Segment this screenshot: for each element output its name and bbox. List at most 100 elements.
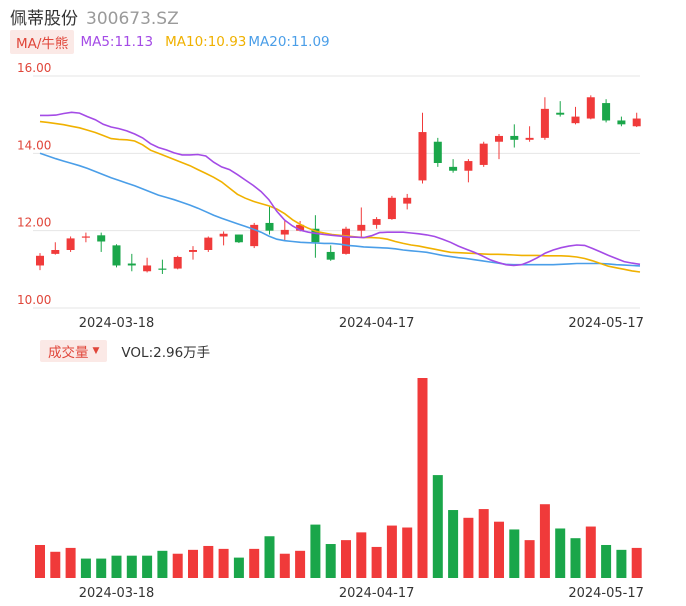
- ma-indicator-selector[interactable]: MA/牛熊: [10, 30, 75, 54]
- volume-bar: [356, 532, 367, 578]
- volume-bar: [386, 525, 397, 578]
- candle: [387, 195, 396, 220]
- candle: [372, 217, 381, 229]
- candle-body: [127, 263, 136, 266]
- candle-body: [556, 112, 565, 115]
- candle-body: [234, 234, 243, 243]
- price-tick-label: 14.00: [17, 138, 51, 152]
- volume-bar: [494, 521, 504, 578]
- candle-body: [265, 222, 274, 231]
- candle: [464, 159, 473, 183]
- candle-body: [189, 250, 197, 252]
- candle: [127, 253, 136, 272]
- candle: [250, 222, 259, 249]
- candle: [81, 232, 90, 243]
- ma10-line: [39, 120, 641, 273]
- candle-body: [571, 116, 580, 124]
- candle: [525, 126, 534, 142]
- volume-bar: [478, 509, 489, 578]
- ma20-line: [39, 152, 641, 267]
- candle-body: [36, 255, 44, 266]
- candle-body: [173, 256, 182, 269]
- candle-body: [296, 224, 305, 231]
- volume-bar: [325, 544, 336, 578]
- volume-bar: [80, 558, 91, 578]
- volume-bar: [35, 544, 45, 578]
- candle: [479, 141, 488, 167]
- candle: [280, 221, 289, 241]
- ma20-legend: MA20:11.09: [248, 34, 330, 50]
- candle-body: [342, 228, 350, 254]
- stock-header: 佩蒂股份 300673.SZ: [10, 4, 179, 29]
- price-tick-label: 16.00: [17, 61, 51, 75]
- date-tick-label: 2024-04-17: [339, 316, 415, 331]
- volume-bar: [218, 548, 229, 578]
- candle: [403, 193, 412, 210]
- volume-indicator-label: 成交量: [48, 345, 89, 361]
- candle: [173, 255, 182, 270]
- candle: [112, 244, 121, 268]
- volume-bar: [616, 549, 627, 578]
- date-tick-label: 2024-03-18: [79, 316, 155, 331]
- candle-body: [525, 137, 534, 140]
- candle-body: [602, 103, 611, 121]
- volume-bar: [601, 544, 612, 578]
- candle-body: [112, 245, 121, 266]
- candle: [556, 101, 565, 117]
- candle: [495, 134, 503, 160]
- candle-body: [540, 108, 549, 138]
- candle: [265, 206, 274, 235]
- candle: [36, 253, 44, 271]
- candle: [571, 106, 580, 125]
- price-tick-label: 10.00: [17, 293, 51, 307]
- candle-body: [280, 229, 289, 235]
- candle: [433, 137, 442, 167]
- volume-date-tick-label: 2024-04-17: [339, 586, 415, 601]
- candle-body: [495, 135, 503, 142]
- candle-body: [372, 219, 381, 225]
- candle-body: [66, 238, 75, 250]
- ma5-line: [40, 111, 641, 267]
- volume-date-tick-label: 2024-03-18: [79, 586, 155, 601]
- volume-bar: [233, 557, 244, 578]
- candle: [602, 99, 611, 123]
- volume-bar: [172, 553, 183, 578]
- candle-body: [510, 135, 519, 140]
- candle: [189, 246, 197, 260]
- ma-legend: MA/牛熊 MA5:11.13 MA10:10.93 MA20:11.09: [10, 30, 330, 54]
- volume-indicator-selector[interactable]: 成交量 ▼: [40, 340, 108, 362]
- candle-body: [387, 197, 396, 220]
- ma10-legend: MA10:10.93: [165, 34, 247, 50]
- caret-down-icon: ▼: [92, 346, 100, 356]
- volume-bar: [65, 547, 76, 578]
- ma5-legend: MA5:11.13: [80, 34, 154, 50]
- candle: [204, 236, 213, 252]
- candle-body: [479, 143, 488, 165]
- candle-body: [632, 118, 641, 127]
- volume-bar: [188, 549, 198, 578]
- candle: [540, 97, 549, 140]
- volume-bar: [371, 546, 382, 578]
- candle: [66, 236, 75, 252]
- volume-bar: [126, 555, 137, 578]
- volume-bar: [310, 524, 321, 578]
- candle-body: [97, 235, 106, 242]
- candle: [418, 112, 427, 184]
- candle: [158, 259, 167, 274]
- volume-bar: [279, 553, 290, 578]
- candle-body: [250, 224, 259, 247]
- candle-body: [311, 228, 320, 243]
- volume-bar: [463, 517, 474, 578]
- candle-body: [464, 161, 473, 171]
- candle: [357, 207, 366, 238]
- volume-bar: [448, 510, 459, 578]
- volume-bar: [432, 475, 443, 578]
- candle-body: [617, 120, 626, 125]
- candle: [632, 112, 641, 128]
- volume-bar: [96, 558, 107, 578]
- volume-bar: [157, 550, 168, 578]
- volume-date-tick-label: 2024-05-17: [568, 586, 644, 601]
- candle: [449, 159, 458, 173]
- volume-value: VOL:2.96万手: [121, 345, 211, 361]
